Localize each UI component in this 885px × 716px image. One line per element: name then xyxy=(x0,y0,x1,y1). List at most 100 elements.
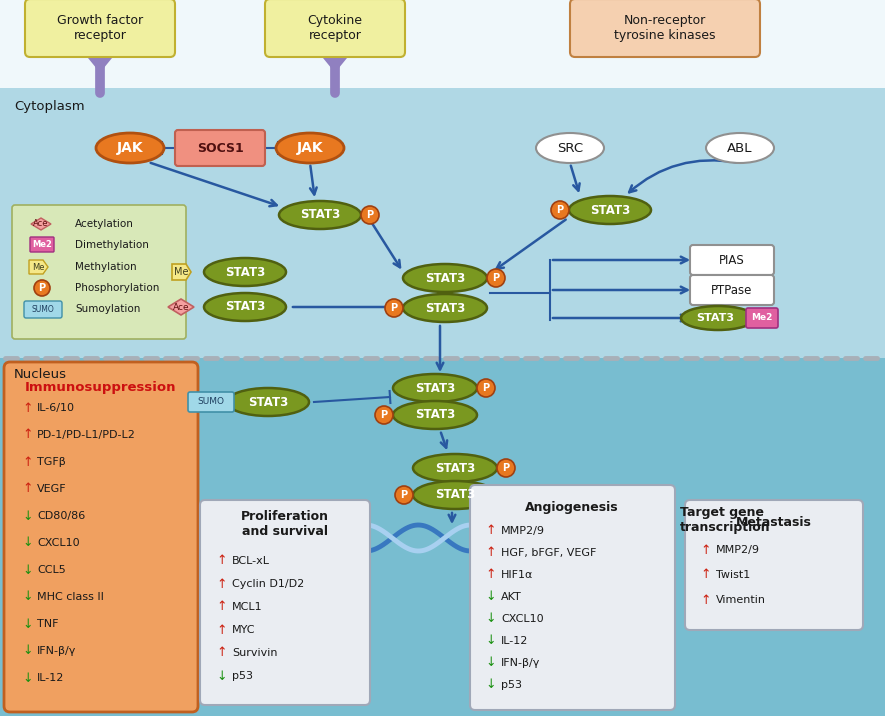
Text: SRC: SRC xyxy=(557,142,583,155)
Text: Cytokine
receptor: Cytokine receptor xyxy=(307,14,363,42)
Text: P: P xyxy=(38,283,45,293)
Text: Sumoylation: Sumoylation xyxy=(75,304,141,314)
Text: ↓: ↓ xyxy=(486,612,496,626)
Text: STAT3: STAT3 xyxy=(225,266,266,279)
Text: P: P xyxy=(366,210,373,220)
FancyBboxPatch shape xyxy=(685,500,863,630)
Text: Non-receptor
tyrosine kinases: Non-receptor tyrosine kinases xyxy=(614,14,716,42)
FancyBboxPatch shape xyxy=(4,362,198,712)
Text: ↑: ↑ xyxy=(701,594,712,606)
Text: P: P xyxy=(381,410,388,420)
Text: STAT3: STAT3 xyxy=(415,409,455,422)
FancyBboxPatch shape xyxy=(12,205,186,339)
Text: ↑: ↑ xyxy=(23,455,34,468)
Text: ↓: ↓ xyxy=(23,510,34,523)
Text: CD80/86: CD80/86 xyxy=(37,511,85,521)
Text: CXCL10: CXCL10 xyxy=(37,538,80,548)
FancyBboxPatch shape xyxy=(746,308,778,328)
Text: P: P xyxy=(390,303,397,313)
FancyBboxPatch shape xyxy=(175,130,265,166)
Text: TGFβ: TGFβ xyxy=(37,457,65,467)
Ellipse shape xyxy=(681,306,755,330)
Ellipse shape xyxy=(375,406,393,424)
Text: ↑: ↑ xyxy=(23,428,34,442)
Text: Cytoplasm: Cytoplasm xyxy=(14,100,85,113)
Text: Me2: Me2 xyxy=(751,314,773,322)
Text: MCL1: MCL1 xyxy=(232,602,263,612)
Ellipse shape xyxy=(204,293,286,321)
Text: ↓: ↓ xyxy=(23,591,34,604)
Ellipse shape xyxy=(276,133,344,163)
Ellipse shape xyxy=(393,401,477,429)
Text: HIF1α: HIF1α xyxy=(501,570,534,580)
Text: ↑: ↑ xyxy=(217,624,227,637)
Ellipse shape xyxy=(393,374,477,402)
Text: Cyclin D1/D2: Cyclin D1/D2 xyxy=(232,579,304,589)
Text: ↓: ↓ xyxy=(23,563,34,576)
Text: STAT3: STAT3 xyxy=(435,488,475,501)
Text: ↓: ↓ xyxy=(23,644,34,657)
Text: PIAS: PIAS xyxy=(720,253,745,266)
Text: ↓: ↓ xyxy=(23,617,34,631)
Text: Twist1: Twist1 xyxy=(716,570,750,580)
Text: P: P xyxy=(503,463,510,473)
Text: ↑: ↑ xyxy=(23,483,34,495)
Text: SUMO: SUMO xyxy=(32,305,54,314)
Text: VEGF: VEGF xyxy=(37,484,66,494)
Text: p53: p53 xyxy=(232,671,253,681)
Text: ↑: ↑ xyxy=(701,543,712,556)
Text: Angiogenesis: Angiogenesis xyxy=(525,501,619,515)
Text: STAT3: STAT3 xyxy=(590,203,630,216)
Text: STAT3: STAT3 xyxy=(425,271,466,284)
Text: ↑: ↑ xyxy=(23,402,34,415)
Ellipse shape xyxy=(536,133,604,163)
Text: Growth factor
receptor: Growth factor receptor xyxy=(57,14,143,42)
Text: p53: p53 xyxy=(501,680,522,690)
Text: IL-12: IL-12 xyxy=(501,636,528,646)
Text: STAT3: STAT3 xyxy=(225,301,266,314)
Text: Dimethylation: Dimethylation xyxy=(75,239,149,249)
Text: P: P xyxy=(400,490,408,500)
Ellipse shape xyxy=(395,486,413,504)
Text: ↓: ↓ xyxy=(23,536,34,549)
Text: ↓: ↓ xyxy=(486,591,496,604)
Text: Me: Me xyxy=(174,267,189,277)
Text: ↑: ↑ xyxy=(486,569,496,581)
Ellipse shape xyxy=(34,280,50,296)
Text: MHC class II: MHC class II xyxy=(37,592,104,602)
Text: BCL-xL: BCL-xL xyxy=(232,556,270,566)
Bar xyxy=(0,0,885,88)
Polygon shape xyxy=(31,218,51,230)
Text: MMP2/9: MMP2/9 xyxy=(716,545,760,555)
Ellipse shape xyxy=(413,481,497,509)
Text: Survivin: Survivin xyxy=(232,648,278,658)
Text: ↑: ↑ xyxy=(701,569,712,581)
Ellipse shape xyxy=(204,258,286,286)
Ellipse shape xyxy=(569,196,651,224)
Ellipse shape xyxy=(487,269,505,287)
Text: PTPase: PTPase xyxy=(712,284,752,296)
Text: SOCS1: SOCS1 xyxy=(196,142,243,155)
Text: P: P xyxy=(492,273,499,283)
Text: P: P xyxy=(482,383,489,393)
Text: STAT3: STAT3 xyxy=(696,313,734,323)
Ellipse shape xyxy=(497,459,515,477)
Text: Me2: Me2 xyxy=(32,240,52,249)
Text: Methylation: Methylation xyxy=(75,262,136,272)
Polygon shape xyxy=(168,299,194,315)
Text: ↑: ↑ xyxy=(486,525,496,538)
FancyBboxPatch shape xyxy=(570,0,760,57)
Text: CCL5: CCL5 xyxy=(37,565,65,575)
Bar xyxy=(0,88,885,358)
Text: IL-12: IL-12 xyxy=(37,673,65,683)
Text: AKT: AKT xyxy=(501,592,522,602)
Text: STAT3: STAT3 xyxy=(425,301,466,314)
Ellipse shape xyxy=(385,299,403,317)
FancyBboxPatch shape xyxy=(690,245,774,275)
Text: ↓: ↓ xyxy=(486,634,496,647)
Text: Metastasis: Metastasis xyxy=(736,516,812,530)
Text: Acetylation: Acetylation xyxy=(75,219,134,229)
Bar xyxy=(0,358,885,716)
Ellipse shape xyxy=(279,201,361,229)
Text: PD-1/PD-L1/PD-L2: PD-1/PD-L1/PD-L2 xyxy=(37,430,136,440)
